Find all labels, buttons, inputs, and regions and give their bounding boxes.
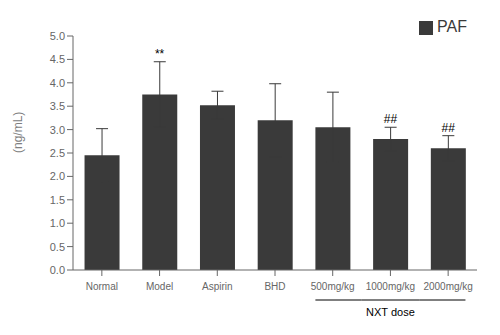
svg-text:NXT dose: NXT dose <box>366 306 415 318</box>
svg-text:1.5: 1.5 <box>50 194 65 206</box>
svg-text:2.5: 2.5 <box>50 147 65 159</box>
svg-text:500mg/kg: 500mg/kg <box>311 281 355 292</box>
svg-text:0.0: 0.0 <box>50 264 65 276</box>
svg-text:(ng/mL): (ng/mL) <box>11 112 25 153</box>
svg-text:Normal: Normal <box>86 281 118 292</box>
svg-text:2000mg/kg: 2000mg/kg <box>423 281 472 292</box>
svg-text:1000mg/kg: 1000mg/kg <box>366 281 415 292</box>
svg-text:3.0: 3.0 <box>50 124 65 136</box>
svg-text:5.0: 5.0 <box>50 30 65 42</box>
svg-text:0.5: 0.5 <box>50 241 65 253</box>
svg-text:##: ## <box>384 112 398 126</box>
svg-text:4.0: 4.0 <box>50 77 65 89</box>
html-text:PAF: PAF <box>437 18 467 35</box>
svg-text:##: ## <box>441 121 455 135</box>
svg-text:Model: Model <box>146 281 173 292</box>
svg-text:3.5: 3.5 <box>50 100 65 112</box>
svg-text:**: ** <box>155 47 165 61</box>
svg-text:2.0: 2.0 <box>50 170 65 182</box>
svg-text:4.5: 4.5 <box>50 53 65 65</box>
svg-text:1.0: 1.0 <box>50 217 65 229</box>
svg-text:BHD: BHD <box>264 281 285 292</box>
svg-text:Aspirin: Aspirin <box>202 281 233 292</box>
